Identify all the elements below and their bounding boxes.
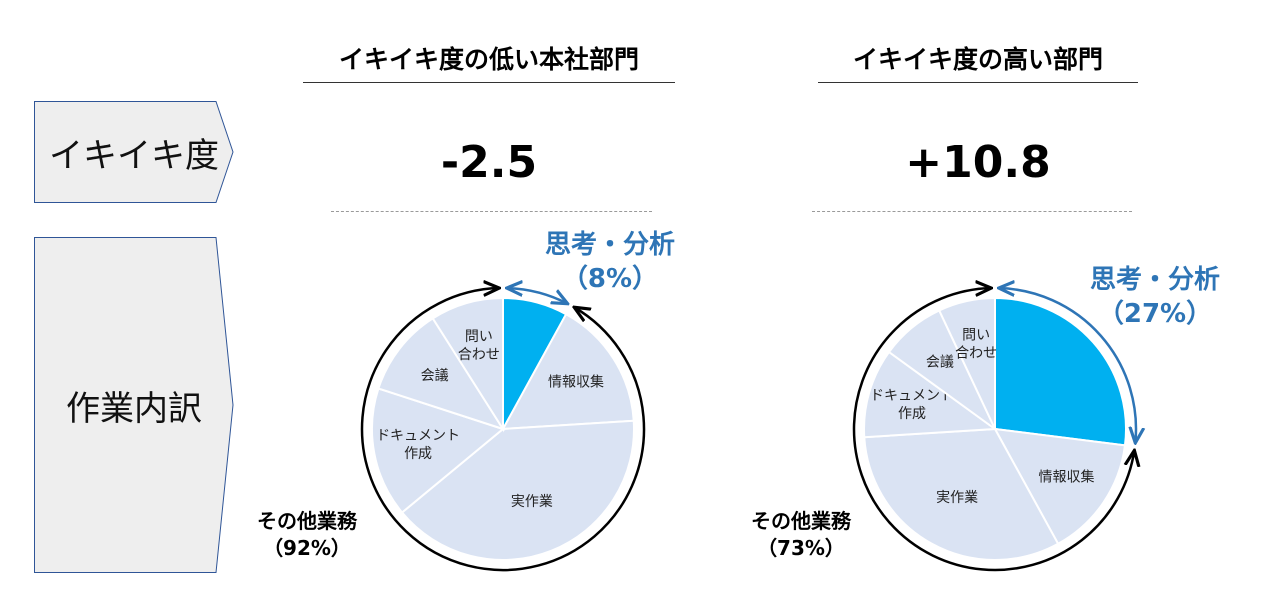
label-arrow-shape [34, 101, 234, 203]
row-label-text: 作業内訳 [66, 388, 202, 429]
pie-slice-label: 実作業 [936, 490, 978, 506]
other-work-low: その他業務 （92%） [232, 508, 382, 562]
callout-thinking-low: 思考・分析 （8%） [525, 228, 695, 296]
divider [331, 211, 652, 212]
callout-thinking-high: 思考・分析 （27%） [1070, 263, 1240, 331]
divider [812, 211, 1132, 212]
row-label-breakdown: 作業内訳 [34, 237, 234, 573]
column-title-high: イキイキ度の高い部門 [818, 42, 1138, 83]
pie-slice-label: 実作業 [511, 494, 553, 510]
other-arc [852, 288, 1134, 572]
pie-slice-label: ドキュメント作成 [376, 428, 460, 462]
callout-title: 思考・分析 [1089, 265, 1220, 295]
callout-title: 思考・分析 [544, 230, 675, 260]
score-low: -2.5 [440, 137, 538, 188]
other-pct: （92%） [263, 536, 351, 560]
other-title: その他業務 [257, 509, 357, 533]
other-title: その他業務 [751, 509, 851, 533]
callout-pct: （8%） [561, 264, 659, 294]
pie-slice [377, 317, 506, 431]
row-label-ikiiki: イキイキ度 [34, 101, 234, 203]
pie-slice-label: 情報収集 [548, 374, 604, 391]
pie-slice-label: 問い合わせ [458, 329, 500, 363]
other-work-high: その他業務 （73%） [726, 508, 876, 562]
column-title-low: イキイキ度の低い本社部門 [303, 42, 675, 83]
score-high: +10.8 [905, 137, 1051, 188]
pie-slice [371, 387, 506, 514]
callout-pct: （27%） [1097, 299, 1213, 329]
label-arrow-shape [34, 237, 234, 573]
other-pct: （73%） [757, 536, 845, 560]
pie-slice-label: 情報収集 [1039, 469, 1095, 486]
pie-slice-label: 会議 [421, 367, 449, 384]
pie-slice [863, 350, 998, 439]
pie-slice [400, 419, 635, 561]
row-label-text: イキイキ度 [49, 135, 219, 176]
pie-slice-label: 会議 [926, 353, 954, 370]
pie-slice-label: ドキュメント作成 [870, 388, 954, 422]
other-arc [360, 288, 646, 572]
